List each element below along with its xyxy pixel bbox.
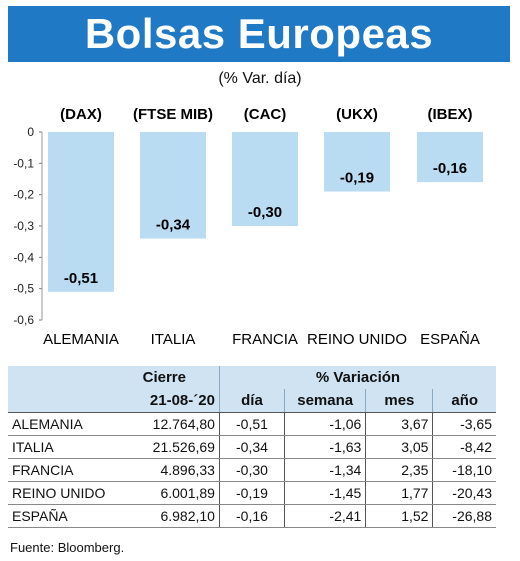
header-cierre: Cierre (109, 366, 220, 389)
bar-4 (417, 132, 483, 183)
header-date: 21-08-´20 (109, 389, 220, 413)
cell-semana: -1,34 (284, 458, 366, 482)
index-label: (FTSE MIB) (133, 106, 213, 123)
cell-semana: -1,45 (284, 481, 366, 505)
header-blank-2 (8, 389, 110, 413)
cell-country: REINO UNIDO (8, 481, 110, 505)
cell-cierre: 21.526,69 (109, 435, 220, 459)
source-note: Fuente: Bloomberg. (10, 540, 125, 555)
cell-anio: -18,10 (432, 458, 496, 482)
bar-value-label: -0,51 (64, 270, 98, 287)
table-row: ALEMANIA 12.764,80 -0,51 -1,06 3,67 -3,65 (8, 412, 496, 436)
page-title: Bolsas Europeas (84, 10, 434, 57)
cell-dia: -0,34 (218, 435, 285, 459)
cell-country: ALEMANIA (8, 412, 110, 436)
header-anio: año (432, 389, 496, 413)
category-label: FRANCIA (232, 331, 298, 348)
y-tick-label: -0,5 (13, 282, 34, 296)
index-label: (DAX) (60, 106, 102, 123)
y-tick-label: -0,3 (13, 219, 34, 233)
y-tick-label: -0,4 (13, 250, 34, 264)
cell-anio: -20,43 (432, 481, 496, 505)
cell-dia: -0,19 (218, 481, 285, 505)
bar-value-label: -0,19 (340, 170, 374, 187)
table-row: FRANCIA 4.896,33 -0,30 -1,34 2,35 -18,10 (8, 458, 496, 482)
chart-subtitle: (% Var. día) (218, 70, 302, 87)
cell-mes: 3,05 (365, 435, 433, 459)
cell-semana: -1,63 (284, 435, 366, 459)
index-label: (IBEX) (428, 106, 473, 123)
y-tick-label: -0,6 (13, 313, 34, 327)
bar-chart: 0 -0,1 -0,2 -0,3 -0,4 -0,5 -0,6 -0,51 (DAX) ALEMA… (13, 106, 483, 348)
cell-dia: -0,16 (218, 504, 285, 528)
header-dia: día (218, 389, 285, 413)
header-variacion: % Variación (218, 366, 496, 389)
bar-value-label: -0,16 (433, 160, 467, 177)
cell-cierre: 4.896,33 (109, 458, 220, 482)
index-label: (UKX) (336, 106, 378, 123)
bar-0 (48, 132, 114, 292)
bar-2 (232, 132, 298, 226)
category-label: ESPAÑA (420, 331, 480, 348)
cell-anio: -8,42 (432, 435, 496, 459)
cell-cierre: 6.982,10 (109, 504, 220, 528)
bar-value-label: -0,34 (156, 217, 191, 234)
cell-mes: 3,67 (365, 412, 433, 436)
cell-country: ESPAÑA (8, 504, 110, 528)
cell-dia: -0,51 (218, 412, 285, 436)
category-label: ALEMANIA (43, 331, 119, 348)
cell-country: FRANCIA (8, 458, 110, 482)
bar-3 (324, 132, 390, 192)
cell-mes: 1,52 (365, 504, 433, 528)
cell-anio: -26,88 (432, 504, 496, 528)
cell-semana: -2,41 (284, 504, 366, 528)
header-semana: semana (284, 389, 366, 413)
table-row: REINO UNIDO 6.001,89 -0,19 -1,45 1,77 -20,43 (8, 481, 496, 505)
cell-dia: -0,30 (218, 458, 285, 482)
cell-country: ITALIA (8, 435, 110, 459)
cell-semana: -1,06 (284, 412, 366, 436)
y-tick-label: -0,2 (13, 188, 34, 202)
category-label: REINO UNIDO (307, 331, 407, 348)
table-row: ESPAÑA 6.982,10 -0,16 -2,41 1,52 -26,88 (8, 504, 496, 528)
y-tick-label: -0,1 (13, 156, 34, 170)
cell-cierre: 6.001,89 (109, 481, 220, 505)
bar-1 (140, 132, 206, 239)
cell-mes: 2,35 (365, 458, 433, 482)
header-blank (8, 366, 110, 389)
bar-value-label: -0,30 (248, 204, 282, 221)
header-mes: mes (365, 389, 433, 413)
index-label: (CAC) (244, 106, 287, 123)
table-row: ITALIA 21.526,69 -0,34 -1,63 3,05 -8,42 (8, 435, 496, 459)
cell-anio: -3,65 (432, 412, 496, 436)
cell-cierre: 12.764,80 (109, 412, 220, 436)
y-tick-label: 0 (27, 125, 34, 139)
title-banner: Bolsas Europeas (8, 6, 510, 62)
category-label: ITALIA (151, 331, 196, 348)
cell-mes: 1,77 (365, 481, 433, 505)
markets-table: Cierre % Variación 21-08-´20 día semana … (8, 366, 496, 528)
